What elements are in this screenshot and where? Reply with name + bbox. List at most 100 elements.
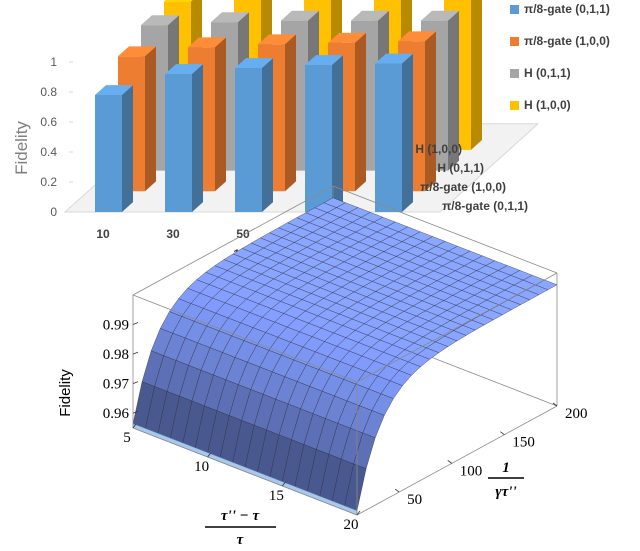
y-tick-mark [552,402,558,407]
y-axis-title-numerator: 1 [502,460,510,476]
legend-label: π/8-gate (0,1,1) [524,2,610,16]
bar-front-face [165,74,192,212]
y-axis-title-denominator: γτ'' [495,484,516,500]
y-tick-label: 0 [50,205,57,219]
bar-side-face [215,37,226,192]
x-tick-mark [207,452,211,458]
bar-side-face [402,53,413,212]
bar-side-face [285,34,296,192]
z-tick-mark [132,410,139,414]
y-tick-mark [394,488,400,493]
legend: π/8-gate (0,1,1) π/8-gate (1,0,0) H (0,1,1… [510,2,610,112]
bar-side-face [262,58,273,212]
legend-swatch [510,69,519,78]
bar-front-face [235,68,262,212]
z-tick-mark [132,381,139,385]
y-tick-label: 0.8 [40,85,57,99]
z-tick-label: 0.99 [103,318,129,334]
bar-top-face [258,34,296,45]
bar-pi8_011-200 [375,53,413,212]
bar-pi8_011-50 [235,58,273,212]
bar-front-face [375,63,402,212]
x-tick-label: 10 [96,227,110,241]
x-axis-ticks: 5 10 15 20 [123,423,361,533]
bar-side-face [425,31,436,192]
z-tick-mark [132,351,139,355]
bar-side-face [448,10,459,171]
bar-side-face [471,0,482,150]
z-tick-label: 0.96 [103,406,130,422]
box-edge [132,427,358,516]
box-edge [356,272,558,383]
x-tick-mark [356,510,361,516]
bar-side-face [192,64,203,212]
box-edge [332,185,558,274]
bar-chart-3d: 00.20.40.60.81 103050100200 π/8-gate (0,… [12,0,610,261]
y-tick-label: 100 [460,463,483,479]
y-axis-title: 1 γτ'' [488,460,524,500]
bar-pi8_011-30 [165,64,203,212]
depth-tick-label: π/8-gate (0,1,1) [442,199,528,213]
bar-side-face [145,46,156,192]
y-tick-label: 0.6 [40,115,57,129]
x-tick-label: 20 [344,517,359,533]
x-axis-title-denominator: τ [237,532,245,548]
z-tick-mark [132,322,139,325]
x-tick-label: 10 [194,459,209,475]
surface-mesh [132,197,558,516]
bar-top-face [421,10,459,21]
box-edge [356,405,558,516]
z-axis-ticks: 0.96 0.97 0.98 0.99 [103,318,139,422]
bar-top-face [95,85,133,95]
bar-top-face [328,32,366,43]
y-tick-label: 200 [565,406,588,422]
x-axis-title-numerator: τ'' − τ [221,508,261,524]
bounding-box-front [132,272,558,516]
bar-top-face [235,58,273,68]
bar-top-face [305,55,343,65]
legend-label: H (0,1,1) [524,66,571,80]
bar-top-face [281,10,319,21]
y-axis-title: Fidelity [12,121,31,175]
bar-top-face [188,37,226,48]
bar-top-face [375,53,413,64]
bar-top-face [398,31,436,42]
x-axis-title: τ'' − τ τ [205,508,276,548]
y-tick-mark [500,431,505,436]
z-tick-label: 0.98 [103,347,129,363]
z-axis-title: Fidelity [57,369,74,417]
y-axis-ticks: 0 0.2 0.4 0.6 0.8 1 [40,55,73,219]
bar-side-face [122,85,133,212]
legend-swatch [510,5,519,14]
y-tick-label: 0.2 [40,175,57,189]
bar-columns [95,0,482,212]
depth-axis-ticks: π/8-gate (0,1,1) π/8-gate (1,0,0) H (0,1,1… [415,142,528,213]
bar-top-face [351,10,389,21]
y-tick-label: 1 [50,55,57,69]
depth-tick-label: π/8-gate (1,0,0) [420,180,506,194]
x-tick-label: 5 [123,430,131,446]
bar-top-face [165,64,203,74]
z-tick-label: 0.97 [103,377,130,393]
bar-top-face [164,0,193,2]
bar-side-face [355,32,366,192]
bar-pi8_011-10 [95,85,133,212]
bar-top-face [141,15,179,26]
bar-front-face [95,95,122,212]
legend-label: H (1,0,0) [524,98,571,112]
x-tick-mark [132,423,137,429]
y-axis-ticks: 50 100 150 200 [394,402,588,508]
legend-swatch [510,37,519,46]
x-tick-label: 15 [269,488,284,504]
bar-pi8_011-100 [305,55,343,212]
legend-swatch [510,101,519,110]
depth-tick-label: H (0,1,1) [437,161,484,175]
x-tick-label: 50 [236,227,250,241]
bar-top-face [211,12,249,23]
box-edge [132,185,334,296]
x-tick-mark [282,481,286,487]
legend-label: π/8-gate (1,0,0) [524,34,610,48]
y-tick-label: 0.4 [40,145,57,159]
